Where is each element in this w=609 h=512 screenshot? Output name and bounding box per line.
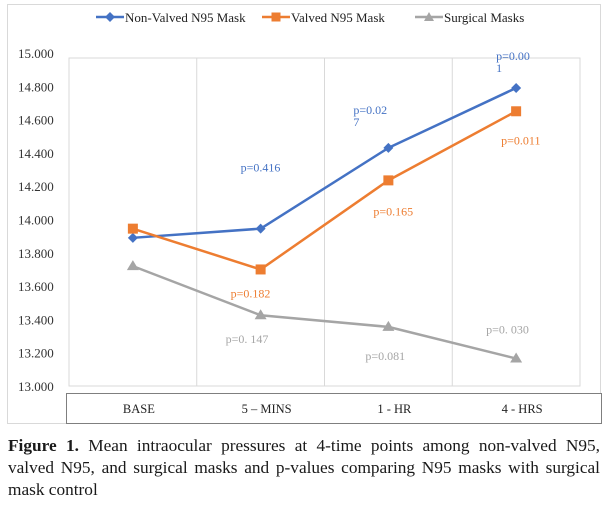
p-value-label: p=0.02 7	[353, 103, 387, 129]
legend-label: Valved N95 Mask	[291, 10, 385, 25]
data-point-diamond	[511, 82, 522, 93]
p-value-line: p=0.182	[231, 286, 271, 300]
x-tick-label: 1 - HR	[377, 402, 412, 416]
p-value-label: p=0. 030	[486, 323, 529, 337]
p-value-label: p=0.416	[241, 161, 281, 175]
series-line-1	[132, 110, 517, 271]
x-tick-label: BASE	[123, 402, 155, 416]
data-point-triangle	[510, 352, 523, 363]
p-value-label: p=0.182	[231, 286, 271, 300]
p-value-line: p=0.00	[496, 49, 530, 63]
p-value-line: p=0.165	[373, 204, 413, 218]
p-value-label: p=0.081	[365, 349, 405, 363]
p-value-line: 1	[496, 61, 502, 75]
legend-label: Non-Valved N95 Mask	[125, 10, 246, 25]
y-tick-label: 14.800	[18, 79, 54, 94]
p-value-line: p=0.416	[241, 161, 281, 175]
data-point-square	[383, 175, 394, 186]
line-chart: 13.000 13.200 13.400 13.600 13.800 14.000 14.2…	[18, 10, 602, 424]
series-line-0	[132, 86, 517, 240]
legend-marker-triangle	[424, 12, 434, 21]
p-value-label: p=0.011	[501, 133, 540, 147]
p-value-line: p=0.011	[501, 133, 540, 147]
y-tick-label: 13.800	[18, 246, 54, 261]
figure-caption: Figure 1. Mean intraocular pressures at …	[8, 435, 600, 501]
legend-marker-diamond	[105, 12, 115, 22]
data-point-square	[255, 264, 266, 275]
figure-label: Figure 1.	[8, 436, 79, 455]
y-tick-label: 14.000	[18, 213, 54, 228]
y-tick-label: 13.200	[18, 346, 54, 361]
y-tick-label: 14.400	[18, 146, 54, 161]
p-value-line: 7	[353, 115, 359, 129]
y-tick-label: 13.000	[18, 379, 54, 394]
data-point-triangle	[382, 320, 395, 331]
legend-label: Surgical Masks	[444, 10, 524, 25]
data-point-diamond	[127, 232, 138, 243]
p-value-line: p=0.081	[365, 349, 405, 363]
p-value-label: p=0. 147	[226, 332, 269, 346]
y-tick-label: 13.600	[18, 279, 54, 294]
series-line-2	[132, 264, 517, 360]
p-value-label: p=0.00 1	[496, 49, 530, 75]
p-value-line: p=0. 030	[486, 323, 529, 337]
x-axis-label-box	[66, 393, 602, 424]
y-tick-label: 14.200	[18, 179, 54, 194]
data-point-triangle	[254, 309, 267, 320]
p-value-line: p=0.02	[353, 103, 387, 117]
legend-marker-square	[271, 12, 281, 22]
x-tick-label: 5 – MINS	[242, 402, 292, 416]
data-point-triangle	[126, 260, 139, 271]
figure-caption-text: Mean intraocular pressures at 4-time poi…	[8, 436, 600, 499]
p-value-label: p=0.165	[373, 204, 413, 218]
data-point-diamond	[383, 142, 394, 153]
y-tick-label: 13.400	[18, 312, 54, 327]
p-value-line: p=0. 147	[226, 332, 269, 346]
x-tick-label: 4 - HRS	[502, 402, 543, 416]
y-tick-label: 14.600	[18, 113, 54, 128]
y-tick-label: 15.000	[18, 46, 54, 61]
data-point-square	[127, 223, 138, 234]
data-point-square	[511, 106, 522, 117]
data-point-diamond	[255, 223, 266, 234]
